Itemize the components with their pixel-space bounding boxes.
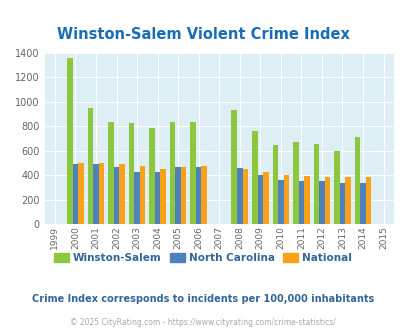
Bar bbox=[303, 176, 309, 224]
Bar bbox=[365, 177, 371, 224]
Bar bbox=[292, 142, 298, 224]
Bar bbox=[201, 166, 207, 224]
Bar bbox=[119, 164, 125, 224]
Bar bbox=[154, 172, 160, 224]
Bar bbox=[344, 177, 350, 224]
Bar bbox=[108, 122, 113, 224]
Bar bbox=[149, 128, 154, 224]
Bar bbox=[113, 167, 119, 224]
Text: Winston-Salem Violent Crime Index: Winston-Salem Violent Crime Index bbox=[56, 27, 349, 42]
Bar bbox=[128, 123, 134, 224]
Bar bbox=[175, 167, 181, 224]
Bar bbox=[359, 183, 365, 224]
Bar bbox=[78, 162, 83, 224]
Bar bbox=[252, 131, 257, 224]
Bar bbox=[339, 183, 344, 224]
Bar bbox=[324, 177, 329, 224]
Bar bbox=[277, 180, 283, 224]
Bar bbox=[160, 169, 166, 224]
Bar bbox=[72, 164, 78, 224]
Bar bbox=[93, 164, 98, 224]
Bar bbox=[190, 122, 196, 224]
Bar bbox=[333, 151, 339, 224]
Bar bbox=[231, 111, 237, 224]
Bar bbox=[169, 122, 175, 224]
Bar bbox=[87, 108, 93, 224]
Bar bbox=[272, 145, 277, 224]
Bar bbox=[318, 182, 324, 224]
Bar bbox=[196, 167, 201, 224]
Bar bbox=[257, 175, 262, 224]
Bar bbox=[134, 172, 139, 224]
Bar bbox=[354, 137, 359, 224]
Bar bbox=[67, 58, 72, 224]
Bar bbox=[242, 169, 247, 224]
Bar bbox=[139, 166, 145, 224]
Bar bbox=[98, 162, 104, 224]
Bar bbox=[181, 167, 186, 224]
Bar bbox=[237, 168, 242, 224]
Bar bbox=[298, 182, 303, 224]
Bar bbox=[313, 144, 318, 224]
Legend: Winston-Salem, North Carolina, National: Winston-Salem, North Carolina, National bbox=[50, 249, 355, 267]
Text: Crime Index corresponds to incidents per 100,000 inhabitants: Crime Index corresponds to incidents per… bbox=[32, 294, 373, 304]
Bar bbox=[283, 175, 288, 224]
Text: © 2025 CityRating.com - https://www.cityrating.com/crime-statistics/: © 2025 CityRating.com - https://www.city… bbox=[70, 318, 335, 327]
Bar bbox=[262, 172, 268, 224]
